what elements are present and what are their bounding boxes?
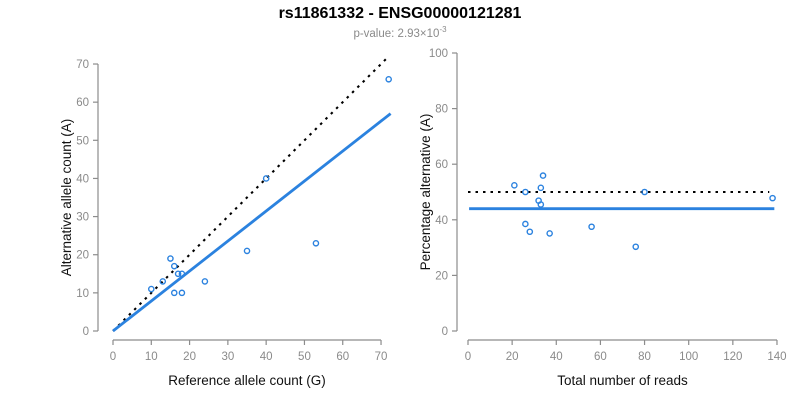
- y-tick-label: 0: [83, 326, 89, 338]
- x-tick-label: 0: [465, 351, 471, 363]
- data-point: [170, 262, 178, 270]
- x-tick-label: 140: [767, 351, 786, 363]
- data-point: [632, 243, 640, 251]
- x-tick-label: 40: [260, 351, 273, 363]
- data-point: [385, 75, 392, 83]
- y-tick-label: 40: [76, 173, 89, 185]
- data-point: [537, 184, 545, 192]
- x-axis-title: Total number of reads: [557, 373, 688, 388]
- data-point: [537, 201, 545, 208]
- x-tick-label: 70: [375, 351, 388, 363]
- data-point: [243, 247, 251, 255]
- y-axis-title: Percentage alternative (A): [418, 114, 433, 271]
- y-tick-label: 100: [429, 48, 448, 60]
- plot-percentage-vs-reads: 0 20 40 60 80 100 0 20 40 60 80 100 120 140 Total numb…: [418, 48, 787, 388]
- x-tick-label: 20: [183, 351, 196, 363]
- data-point: [522, 188, 529, 196]
- y-axis-title: Alternative allele count (A): [59, 119, 74, 277]
- data-point: [167, 255, 174, 262]
- data-point: [641, 188, 648, 196]
- data-point: [170, 289, 178, 297]
- y-tick-label: 30: [76, 212, 89, 224]
- figure-subtitle: p-value: 2.93×10-3: [0, 25, 800, 40]
- plot-allele-counts: 0 10 20 30 40 50 60 70 0 10 20 30 40 50 60 70 Reference …: [59, 56, 392, 388]
- y-tick-label: 40: [435, 215, 448, 227]
- y-tick-label: 0: [442, 326, 448, 338]
- x-tick-label: 60: [594, 351, 607, 363]
- y-tick-label: 70: [76, 59, 89, 71]
- x-axis-title: Reference allele count (G): [168, 373, 326, 388]
- y-tick-label: 10: [76, 288, 89, 300]
- data-point: [178, 289, 186, 297]
- x-tick-label: 10: [145, 351, 158, 363]
- identity-line: [112, 56, 389, 332]
- x-tick-label: 60: [336, 351, 349, 363]
- y-tick-label: 60: [435, 159, 448, 171]
- x-tick-label: 100: [679, 351, 698, 363]
- fit-line: [112, 112, 392, 333]
- x-tick-label: 40: [550, 351, 563, 363]
- x-tick-label: 80: [638, 351, 651, 363]
- y-tick-label: 60: [76, 97, 89, 109]
- data-point: [539, 172, 547, 179]
- y-tick-label: 20: [76, 250, 89, 262]
- x-tick-label: 20: [506, 351, 519, 363]
- y-tick-label: 50: [76, 135, 89, 147]
- y-tick-label: 20: [435, 270, 448, 282]
- data-point: [588, 223, 595, 231]
- x-tick-label: 30: [221, 351, 234, 363]
- data-point: [174, 270, 182, 278]
- data-point: [262, 175, 270, 182]
- data-point: [526, 228, 534, 236]
- data-point: [159, 278, 167, 285]
- data-point: [147, 285, 155, 293]
- pvalue-label: p-value:: [353, 27, 398, 40]
- data-point: [178, 270, 186, 278]
- data-point: [769, 194, 776, 202]
- data-point: [511, 182, 518, 189]
- pvalue-exponent: -3: [439, 25, 447, 34]
- x-tick-label: 0: [110, 351, 116, 363]
- y-tick-label: 80: [435, 104, 448, 116]
- data-point: [546, 230, 553, 237]
- data-point: [201, 278, 209, 285]
- data-point: [312, 239, 320, 247]
- x-tick-label: 120: [723, 351, 742, 363]
- figure-title: rs11861332 - ENSG00000121281: [278, 5, 522, 22]
- x-tick-label: 50: [298, 351, 311, 363]
- data-point: [522, 220, 529, 228]
- pvalue-value: 2.93×10: [397, 27, 440, 40]
